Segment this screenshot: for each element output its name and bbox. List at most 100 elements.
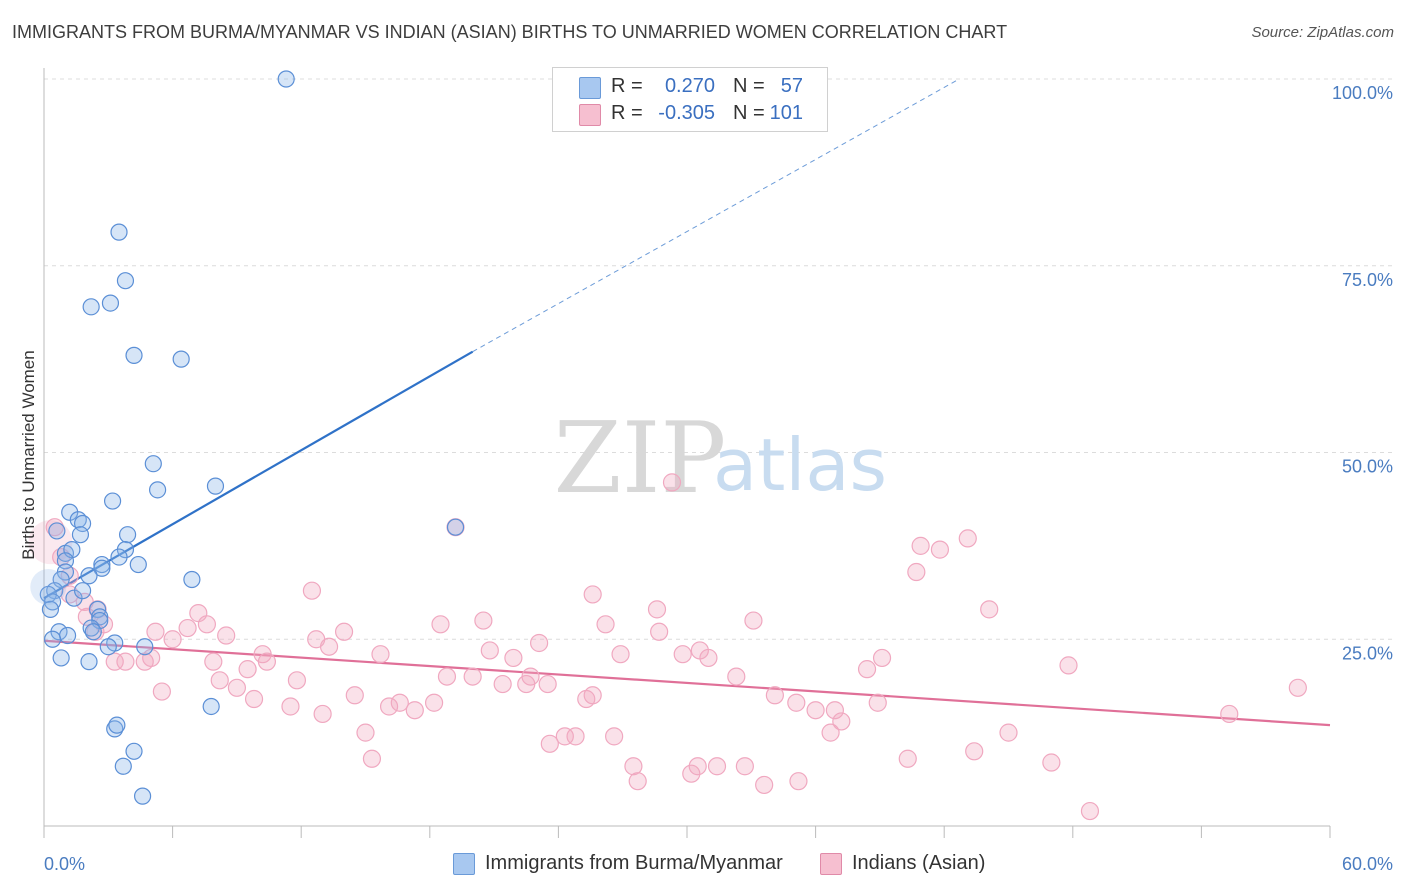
burma-myanmar-point: [125, 346, 143, 364]
burma-myanmar-point: [80, 653, 98, 671]
burma-myanmar-point: [129, 555, 147, 574]
indian-asian-point: [540, 734, 559, 753]
indian-asian-point: [390, 693, 409, 712]
indian-asian-point: [405, 701, 424, 720]
burma-myanmar-point: [103, 492, 122, 510]
indian-asian-point: [538, 674, 557, 694]
indian-asian-point: [319, 637, 339, 656]
indian-asian-point-cluster: [28, 520, 73, 565]
indian-asian-point: [197, 615, 216, 634]
indian-asian-point: [163, 630, 182, 649]
indian-asian-point: [699, 648, 718, 668]
legend-swatch-burma: [453, 853, 475, 875]
series-legend: Immigrants from Burma/Myanmar Indians (A…: [0, 852, 1406, 878]
indian-asian-point: [605, 727, 624, 746]
indian-asian-point: [765, 686, 784, 705]
indian-asian-point: [521, 667, 540, 686]
indian-asian-point: [437, 667, 457, 686]
burma-myanmar-point: [206, 477, 225, 495]
indian-asian-point: [210, 671, 229, 690]
indian-asian-point: [958, 529, 977, 548]
indian-asian-point: [287, 671, 307, 690]
burma-myanmar-point: [446, 518, 465, 536]
burma-myanmar-point: [41, 600, 60, 618]
indian-asian-point: [244, 689, 264, 709]
indian-asian-point: [116, 652, 135, 671]
indian-asian-point: [611, 645, 630, 664]
legend-label-burma: Immigrants from Burma/Myanmar: [485, 852, 783, 874]
indian-asian-point: [647, 600, 667, 619]
burma-myanmar-points: [30, 70, 465, 805]
indian-asian-point: [965, 742, 984, 761]
indian-asian-point: [673, 645, 692, 664]
indian-asian-point: [999, 723, 1018, 742]
indian-asian-point: [682, 764, 701, 783]
indian-asian-point: [431, 615, 450, 634]
indian-asian-point: [424, 693, 444, 712]
burma-myanmar-point: [133, 787, 152, 805]
indian-asian-point: [379, 697, 399, 716]
indian-asian-point: [898, 749, 917, 768]
legend-swatch-indian: [579, 104, 601, 126]
trend-lines: [43, 78, 1331, 727]
burma-myanmar-point: [114, 757, 132, 775]
burma-myanmar-point: [172, 350, 190, 368]
indian-asian-point: [628, 772, 647, 791]
indian-asian-point: [152, 682, 171, 701]
burma-myanmar-point: [80, 567, 98, 585]
indian-asian-point: [872, 648, 892, 668]
burma-myanmar-point: [277, 70, 295, 88]
indian-asian-point: [707, 757, 727, 776]
legend-r-value: -0.305: [658, 102, 715, 124]
legend-r-label: R =: [611, 102, 643, 124]
indian-asian-point: [624, 757, 643, 776]
burma-myanmar-point: [148, 481, 167, 499]
burma-myanmar-point: [48, 522, 66, 540]
indian-trend-line: [43, 639, 1331, 727]
x-tick-label: 60.0%: [1342, 854, 1393, 874]
indian-asian-point: [583, 686, 602, 705]
y-axis-label: Births to Unmarried Women: [19, 350, 38, 559]
burma-myanmar-point: [101, 294, 120, 312]
indian-asian-point: [789, 772, 808, 791]
indian-asian-point: [650, 622, 669, 641]
burma-myanmar-point: [116, 272, 135, 290]
indian-asian-point: [868, 693, 887, 712]
legend-swatch-indian: [820, 853, 842, 875]
indian-asian-point: [727, 667, 746, 686]
burma-myanmar-point: [84, 623, 102, 641]
burma-myanmar-point: [82, 298, 100, 316]
indian-asian-point: [583, 585, 602, 604]
indian-asian-point: [825, 701, 844, 720]
indian-asian-point: [1220, 704, 1239, 724]
legend-n-value: 101: [769, 102, 803, 124]
source-credit: Source: ZipAtlas.com: [1251, 24, 1394, 41]
indian-asian-point: [1059, 656, 1078, 675]
indian-asian-point: [662, 473, 682, 492]
burma-myanmar-point: [125, 742, 143, 760]
indian-asian-point: [371, 645, 390, 664]
indian-asian-point: [755, 775, 774, 795]
y-tick-label: 50.0%: [1342, 457, 1393, 477]
burma-myanmar-point: [183, 570, 201, 589]
indian-asian-point: [345, 686, 364, 705]
indian-asian-points: [28, 473, 1307, 821]
burma-myanmar-point: [108, 716, 126, 734]
indian-asian-point: [362, 749, 382, 768]
burma-myanmar-point: [93, 559, 111, 577]
indian-asian-point: [238, 660, 257, 679]
indian-asian-point: [1288, 678, 1307, 697]
indian-asian-point: [480, 641, 499, 660]
indian-asian-point: [178, 618, 197, 638]
indian-asian-point: [146, 622, 165, 641]
indian-asian-point: [911, 536, 930, 555]
burma-myanmar-point: [43, 630, 62, 648]
indian-asian-point: [227, 678, 246, 697]
burma-myanmar-point: [110, 223, 128, 241]
indian-asian-point: [474, 611, 493, 630]
indian-asian-point: [1080, 801, 1100, 821]
y-tick-label: 100.0%: [1332, 83, 1393, 103]
indian-asian-point: [257, 652, 277, 671]
y-tick-labels: 25.0% 50.0% 75.0% 100.0%: [1332, 83, 1393, 663]
